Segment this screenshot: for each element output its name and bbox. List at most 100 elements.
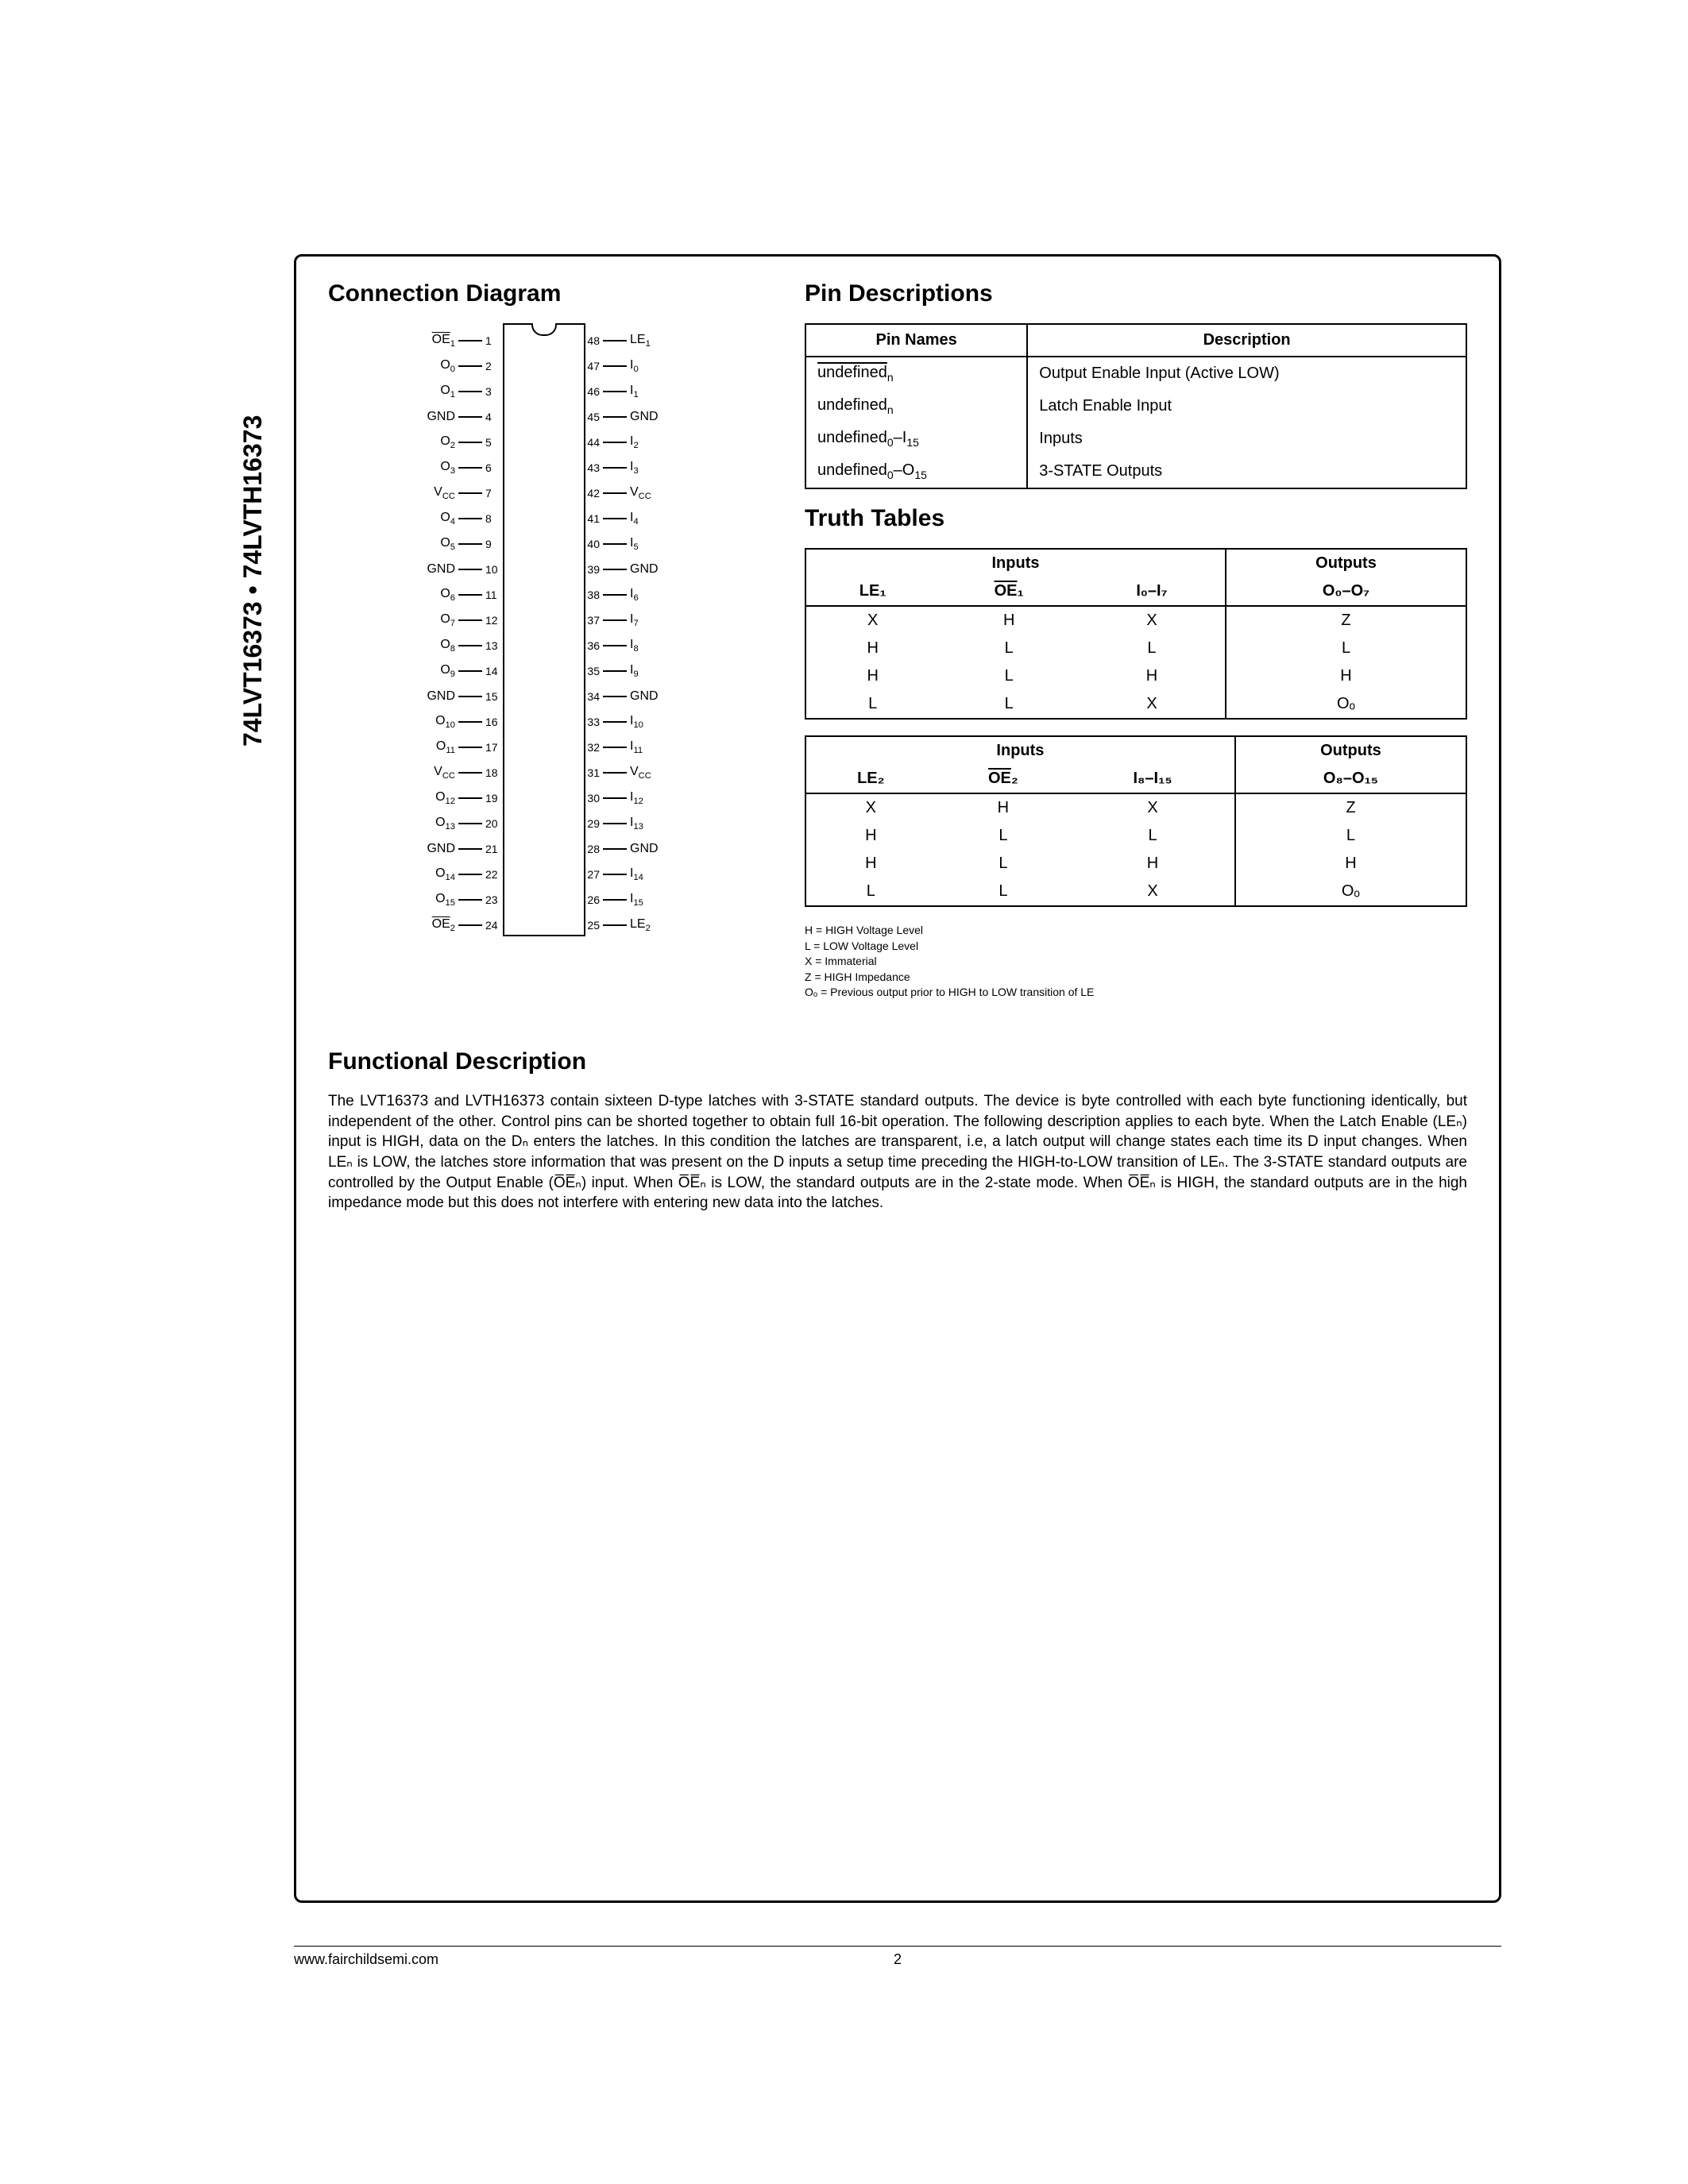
truth-tables-container: InputsOutputsLE₁OE₁I₀–I₇O₀–O₇XHXZHLLLHLH… [805, 548, 1467, 907]
pin-line-icon [458, 874, 482, 875]
truth-cell: X [805, 606, 939, 635]
pin-name-cell: undefinedn [805, 390, 1027, 423]
truth-cell: L [939, 662, 1079, 690]
truth-cell: L [1071, 822, 1235, 850]
truth-cell: H [1226, 662, 1466, 690]
table-row: undefined0–I15Inputs [805, 423, 1466, 455]
pin-line-icon [603, 670, 627, 672]
pin-label-left: GND [400, 410, 455, 424]
col-header: LE₂ [805, 765, 936, 793]
pin-desc-cell: Inputs [1027, 423, 1466, 455]
pin-number-right: 47 [582, 360, 600, 372]
side-part-number: 74LVT16373 • 74LVTH16373 [238, 415, 268, 747]
truth-cell: L [1235, 822, 1466, 850]
pin-number-left: 11 [485, 588, 503, 601]
pin-line-icon [458, 924, 482, 926]
pin-line-icon [603, 696, 627, 697]
pin-line-icon [458, 416, 482, 418]
pin-name-cell: undefined0–I15 [805, 423, 1027, 455]
pin-number-right: 48 [582, 334, 600, 347]
pin-row: O8 13 36 I8 [400, 636, 686, 655]
pin-row: OE1148LE1 [400, 331, 686, 350]
table-row: HLLL [805, 635, 1466, 662]
legend-line: H = HIGH Voltage Level [805, 923, 1467, 939]
pin-label-left: O4 [400, 511, 455, 527]
pin-line-icon [603, 442, 627, 443]
pin-number-left: 10 [485, 563, 503, 576]
pin-row: O2544I2 [400, 433, 686, 452]
pin-label-right: I11 [630, 739, 686, 755]
table-row: undefined0–O153-STATE Outputs [805, 455, 1466, 488]
col-header: OE₂ [936, 765, 1072, 793]
pin-line-icon [458, 645, 482, 646]
truth-cell: Z [1226, 606, 1466, 635]
pin-label-left: OE1 [400, 333, 455, 349]
pin-label-left: O11 [400, 739, 455, 755]
truth-cell: X [805, 793, 936, 822]
col-header: OE₁ [939, 577, 1079, 606]
pin-row: O121930I12 [400, 789, 686, 808]
pin-line-icon [603, 924, 627, 926]
pin-label-right: I15 [630, 892, 686, 908]
pin-number-right: 40 [582, 538, 600, 550]
pin-label-left: O12 [400, 790, 455, 806]
pin-number-right: 25 [582, 919, 600, 932]
pin-number-left: 5 [485, 436, 503, 449]
pin-descriptions-heading: Pin Descriptions [805, 280, 1467, 307]
table-row: LLXOₒ [805, 878, 1466, 906]
pin-number-right: 45 [582, 411, 600, 423]
outputs-header: Outputs [1226, 549, 1466, 577]
pin-number-left: 13 [485, 639, 503, 652]
pin-number-left: 2 [485, 360, 503, 372]
pin-number-left: 7 [485, 487, 503, 500]
pin-number-left: 6 [485, 461, 503, 474]
pin-line-icon [458, 518, 482, 519]
pin-number-right: 31 [582, 766, 600, 779]
pin-number-left: 4 [485, 411, 503, 423]
pin-line-icon [458, 467, 482, 469]
pin-number-right: 46 [582, 385, 600, 398]
pin-number-left: 20 [485, 817, 503, 830]
truth-cell: L [936, 822, 1072, 850]
pin-line-icon [458, 848, 482, 850]
pin-number-left: 23 [485, 893, 503, 906]
pin-label-right: I8 [630, 638, 686, 654]
pin-line-icon [603, 543, 627, 545]
truth-cell: H [1235, 850, 1466, 878]
legend-line: X = Immaterial [805, 954, 1467, 970]
functional-description-text: The LVT16373 and LVTH16373 contain sixte… [328, 1091, 1467, 1214]
pin-number-right: 29 [582, 817, 600, 830]
pin-line-icon [603, 747, 627, 748]
pin-label-right: I4 [630, 511, 686, 527]
pin-line-icon [603, 874, 627, 875]
pin-number-left: 21 [485, 843, 503, 855]
pin-desc-cell: 3-STATE Outputs [1027, 455, 1466, 488]
pin-line-icon [458, 899, 482, 901]
truth-cell: H [805, 850, 936, 878]
truth-cell: X [1071, 878, 1235, 906]
truth-cell: H [936, 793, 1072, 822]
pin-line-icon [458, 365, 482, 367]
truth-cell: X [1079, 690, 1226, 719]
truth-table: InputsOutputsLE₁OE₁I₀–I₇O₀–O₇XHXZHLLLHLH… [805, 548, 1467, 720]
pin-number-right: 36 [582, 639, 600, 652]
pin-label-left: O10 [400, 714, 455, 730]
content-box: Connection Diagram OE1148LE1O0247I0O1346… [294, 254, 1501, 1903]
footer-url: www.fairchildsemi.com [294, 1951, 438, 1968]
functional-description-heading: Functional Description [328, 1048, 1467, 1075]
truth-table: InputsOutputsLE₂OE₂I₈–I₁₅O₈–O₁₅XHXZHLLLH… [805, 735, 1467, 907]
pin-number-left: 15 [485, 690, 503, 703]
truth-cell: H [805, 635, 939, 662]
truth-cell: H [805, 662, 939, 690]
pin-label-left: O8 [400, 638, 455, 654]
pin-line-icon [603, 416, 627, 418]
pin-line-icon [458, 670, 482, 672]
pin-label-right: GND [630, 410, 686, 424]
pin-line-icon [458, 721, 482, 723]
pin-line-icon [458, 340, 482, 341]
pin-label-right: I2 [630, 434, 686, 450]
table-row: LLXOₒ [805, 690, 1466, 719]
truth-cell: H [805, 822, 936, 850]
table-row: undefinednOutput Enable Input (Active LO… [805, 357, 1466, 390]
pin-line-icon [603, 772, 627, 774]
